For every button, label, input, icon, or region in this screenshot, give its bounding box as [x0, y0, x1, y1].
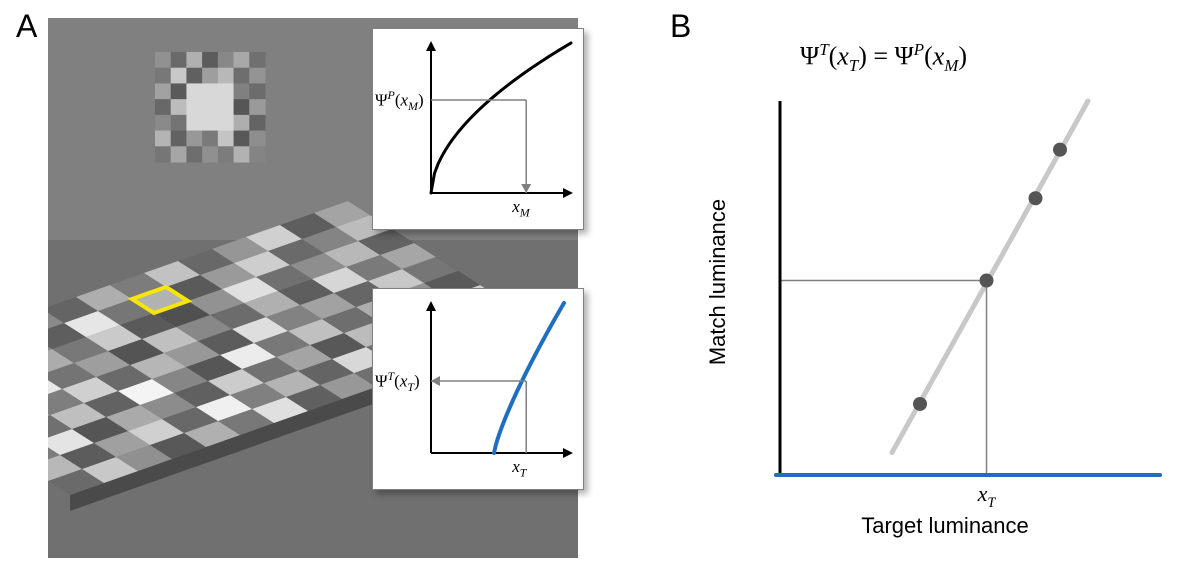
panel-b-ylabel: Match luminance: [705, 199, 731, 365]
panel-a-label: A: [16, 8, 37, 45]
panel-b-label: B: [670, 8, 691, 45]
svg-text:xT: xT: [977, 481, 997, 511]
inset-bottom-transfer-plot: ΨT(xT) xT: [372, 288, 584, 490]
panel-b-xlabel: Target luminance: [861, 513, 1029, 539]
inset-ylabel: ΨT(xT): [375, 369, 420, 395]
inset-ylabel: ΨP(xM): [375, 88, 424, 114]
inset-xlabel: xM: [512, 197, 529, 220]
inset-top-transfer-plot: ΨP(xM) xM: [372, 28, 584, 230]
panel-b-equation: ΨT(xT) = ΨP(xM): [800, 40, 967, 76]
panel-b-scatter-chart: xMxT: [770, 95, 1200, 565]
inset-xlabel: xT: [512, 457, 526, 480]
